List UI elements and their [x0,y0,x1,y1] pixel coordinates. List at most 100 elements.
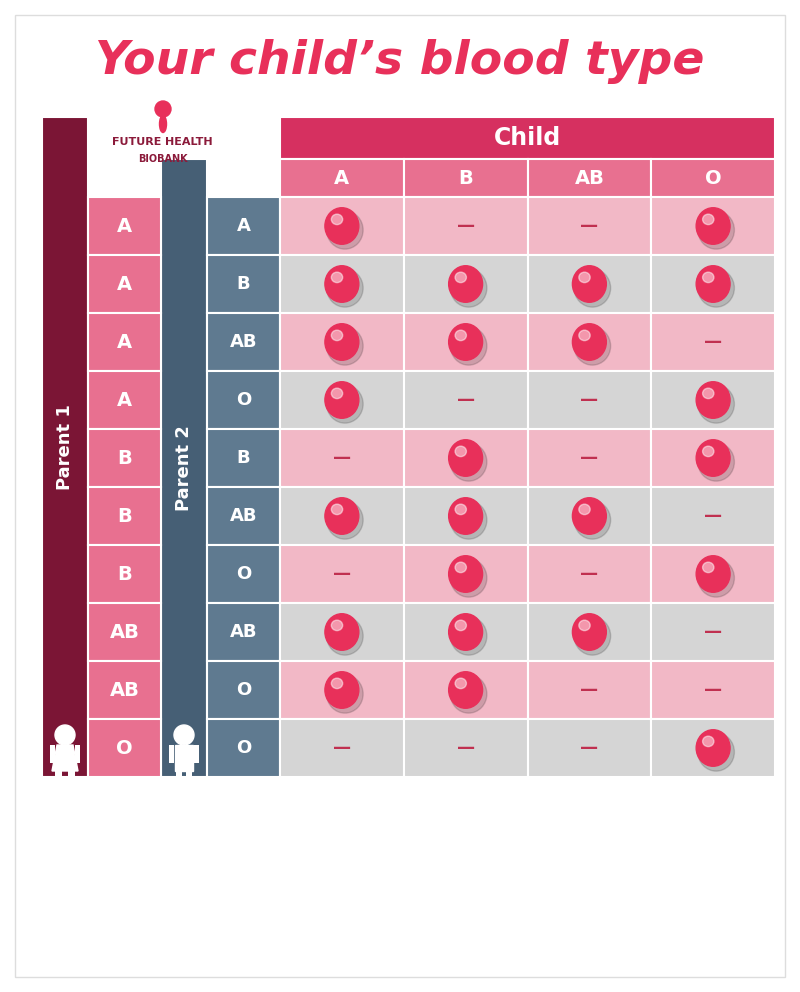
Ellipse shape [331,214,342,224]
Ellipse shape [159,115,166,133]
Ellipse shape [455,562,466,572]
Text: —: — [580,449,598,467]
FancyBboxPatch shape [207,603,280,661]
FancyBboxPatch shape [280,545,404,603]
FancyBboxPatch shape [280,487,404,545]
Text: —: — [580,565,598,583]
Ellipse shape [449,614,482,651]
Ellipse shape [696,382,730,419]
Circle shape [155,101,171,117]
Ellipse shape [450,617,487,655]
Ellipse shape [698,558,734,597]
Text: O: O [236,681,251,699]
Ellipse shape [331,679,342,688]
FancyBboxPatch shape [651,719,775,777]
Ellipse shape [573,614,606,651]
FancyBboxPatch shape [176,770,182,789]
Text: —: — [580,739,598,757]
Text: A: A [117,275,132,294]
FancyBboxPatch shape [404,429,527,487]
FancyBboxPatch shape [280,117,775,159]
Ellipse shape [696,207,730,244]
Text: AB: AB [230,507,258,525]
Ellipse shape [449,439,482,476]
FancyBboxPatch shape [88,545,161,603]
FancyBboxPatch shape [404,487,527,545]
FancyBboxPatch shape [207,313,280,371]
Ellipse shape [450,675,487,713]
FancyBboxPatch shape [404,719,527,777]
FancyBboxPatch shape [651,159,775,197]
FancyBboxPatch shape [651,545,775,603]
Ellipse shape [702,446,714,456]
Text: —: — [457,217,474,235]
Ellipse shape [449,498,482,535]
Text: BIOBANK: BIOBANK [138,154,188,164]
Text: —: — [704,333,722,351]
Text: —: — [704,681,722,699]
FancyBboxPatch shape [88,487,161,545]
FancyBboxPatch shape [207,197,280,255]
Ellipse shape [326,211,363,249]
Text: B: B [117,448,132,467]
FancyBboxPatch shape [527,429,651,487]
Ellipse shape [331,272,342,283]
Ellipse shape [331,388,342,399]
Ellipse shape [331,504,342,515]
FancyBboxPatch shape [207,487,280,545]
FancyBboxPatch shape [15,15,785,977]
Text: FUTURE: FUTURE [112,137,162,147]
Ellipse shape [573,266,606,303]
Ellipse shape [449,556,482,592]
Text: O: O [236,391,251,409]
FancyBboxPatch shape [207,661,280,719]
FancyBboxPatch shape [404,255,527,313]
Ellipse shape [449,323,482,360]
Ellipse shape [574,326,610,365]
FancyBboxPatch shape [651,197,775,255]
Ellipse shape [449,266,482,303]
Text: B: B [237,275,250,293]
FancyBboxPatch shape [88,371,161,429]
Text: —: — [333,449,351,467]
FancyBboxPatch shape [527,313,651,371]
Text: AB: AB [110,681,139,699]
Ellipse shape [450,326,487,365]
FancyBboxPatch shape [280,719,404,777]
FancyBboxPatch shape [651,487,775,545]
Text: —: — [704,623,722,641]
Text: B: B [117,564,132,583]
Text: —: — [580,391,598,409]
FancyBboxPatch shape [280,313,404,371]
Ellipse shape [450,442,487,481]
Text: Parent 1: Parent 1 [56,404,74,490]
Ellipse shape [449,672,482,708]
FancyBboxPatch shape [280,603,404,661]
FancyBboxPatch shape [280,429,404,487]
FancyBboxPatch shape [42,117,88,777]
Ellipse shape [696,556,730,592]
FancyBboxPatch shape [207,719,280,777]
Ellipse shape [326,326,363,365]
FancyBboxPatch shape [68,770,75,789]
Ellipse shape [450,501,487,539]
Text: O: O [236,739,251,757]
FancyBboxPatch shape [55,770,62,789]
Ellipse shape [326,385,363,424]
Text: —: — [580,681,598,699]
FancyBboxPatch shape [527,159,651,197]
FancyBboxPatch shape [404,545,527,603]
FancyBboxPatch shape [207,545,280,603]
Ellipse shape [326,675,363,713]
Ellipse shape [702,214,714,224]
Ellipse shape [326,501,363,539]
Ellipse shape [326,617,363,655]
Text: —: — [580,217,598,235]
FancyBboxPatch shape [88,313,161,371]
FancyBboxPatch shape [404,197,527,255]
FancyBboxPatch shape [75,745,80,763]
Ellipse shape [698,211,734,249]
Ellipse shape [574,269,610,308]
Ellipse shape [450,558,487,597]
Ellipse shape [696,730,730,766]
